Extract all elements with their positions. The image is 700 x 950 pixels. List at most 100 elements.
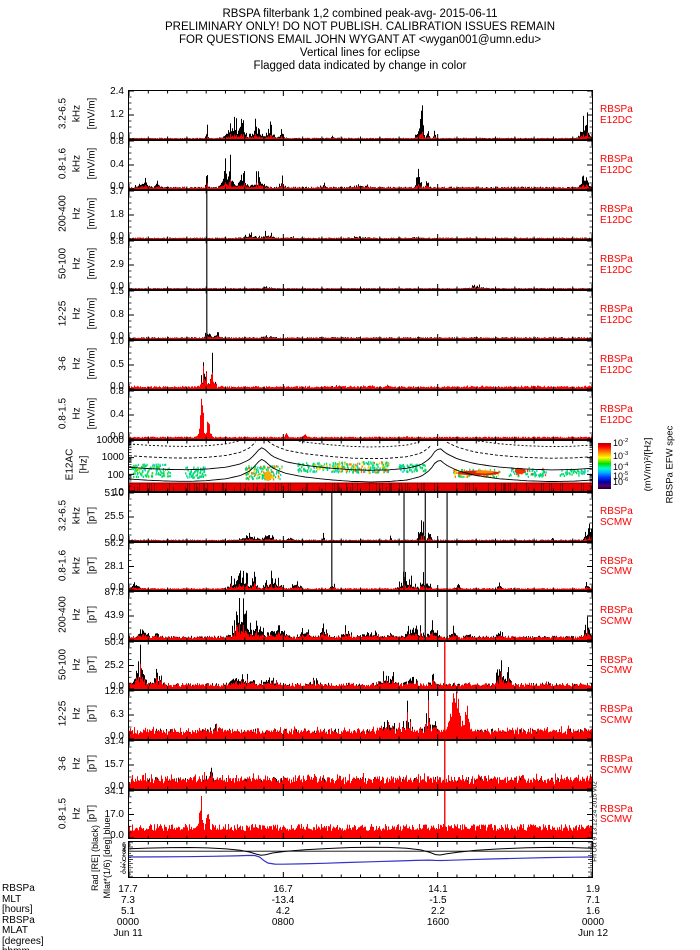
ytick-mid: 6.3 <box>110 709 124 720</box>
spacecraft-label: RBSPa <box>600 154 633 165</box>
ytick-zero: 0.0 <box>110 331 124 342</box>
spacecraft-label: RBSPa <box>600 304 633 315</box>
ytick-mid: 28.1 <box>104 560 124 572</box>
ytick-zero: 0.0 <box>110 381 124 392</box>
spacecraft-label: RBSPa <box>600 404 633 415</box>
panel-series-0.8-1.6 <box>128 140 593 190</box>
channel-label: E12DC <box>600 164 633 176</box>
panel-ephemeris <box>128 841 593 878</box>
panel-series-200-400 <box>128 190 593 240</box>
instrument-label: RBSPa E12DC <box>600 404 633 426</box>
instrument-label: RBSPa SCMW <box>600 605 633 627</box>
channel-label: SCMW <box>600 665 632 676</box>
ytick-mid: 0.8 <box>110 309 124 320</box>
ytick-max: 1.0 <box>110 336 124 347</box>
xaxis-column: 17.7 7.3 5.1 0000 Jun 11 <box>88 884 168 939</box>
colorbar-tick-label: 10-3 <box>613 450 629 461</box>
panel-series-50-100 <box>128 641 593 690</box>
ytick-mid: 15.7 <box>104 759 124 770</box>
spacecraft-label: RBSPa <box>600 704 633 715</box>
ytick-max: 31.4 <box>104 736 124 747</box>
ytick-log: 1000 <box>101 452 124 464</box>
panel-series-3.2-6.5 <box>128 90 593 140</box>
series-peak-trace <box>129 570 592 590</box>
panel-series-3.2-6.5 <box>128 492 593 542</box>
xaxis-value: 5.1 <box>121 906 135 917</box>
channel-label: SCMW <box>600 615 632 627</box>
ytick-mid: 17.0 <box>104 808 124 820</box>
ephemeris-ytick: 3 <box>122 848 126 856</box>
series-avg-trace <box>129 692 592 739</box>
ytick-mid: 0.5 <box>110 359 124 370</box>
colorbar-tick-label: 10-6 <box>613 476 629 487</box>
xaxis-row-label: [degrees] <box>2 935 44 947</box>
xaxis-column: 16.7 -13.4 4.2 0800 <box>243 884 323 928</box>
panel-series-3-6 <box>128 740 593 790</box>
ytick-mid: 43.9 <box>104 610 124 621</box>
ytick-log: 10000 <box>96 435 124 446</box>
series-avg-trace <box>129 772 592 789</box>
title-block: RBSPA filterbank 1,2 combined peak-avg- … <box>20 8 700 73</box>
instrument-label: RBSPa E12DC <box>600 104 633 126</box>
xaxis-value: 7.1 <box>586 895 600 906</box>
ytick-mid: 25.2 <box>104 659 124 671</box>
xaxis-row-label: MLT <box>2 893 22 905</box>
ytick-zero: 0.0 <box>110 731 124 742</box>
instrument-label: RBSPa SCMW <box>600 556 633 578</box>
series-avg-trace <box>129 796 592 838</box>
instrument-label: RBSPa E12DC <box>600 304 633 326</box>
ytick-zero: 0.0 <box>110 231 124 242</box>
xaxis-row-label: MLAT <box>2 925 28 936</box>
series-peak-trace <box>129 520 592 541</box>
ytick-max: 0.8 <box>110 386 124 397</box>
xaxis-date: Jun 11 <box>113 928 143 939</box>
ytick-log: 100 <box>107 469 124 481</box>
spectrogram-blob <box>264 471 272 481</box>
ephemeris-ytick: 0 <box>122 855 126 863</box>
fce-harmonic-curve <box>128 447 593 471</box>
ytick-max: 12.6 <box>104 686 124 697</box>
title-warning-1: PRELIMINARY ONLY! DO NOT PUBLISH. CALIBR… <box>164 21 556 33</box>
ytick-zero: 0.0 <box>110 533 124 544</box>
instrument-label: RBSPa SCMW <box>600 654 633 677</box>
ytick-max: 5.8 <box>110 236 124 247</box>
instrument-label: RBSPa E12DC <box>600 204 633 226</box>
figure-title: RBSPA filterbank 1,2 combined peak-avg- … <box>222 8 498 20</box>
series-peak-trace <box>129 105 592 139</box>
ytick-zero: 0.0 <box>110 681 124 692</box>
channel-label: SCMW <box>600 516 632 528</box>
ephemeris-ytick: 2 <box>122 851 126 859</box>
panel-series-0.8-1.5 <box>128 790 593 839</box>
xaxis-value: 1.9 <box>586 884 600 895</box>
ytick-log: 10 <box>112 487 124 498</box>
spacecraft-label: RBSPa <box>600 605 633 616</box>
instrument-label: RBSPa E12DC <box>600 154 633 176</box>
spacecraft-label: RBSPa <box>600 654 633 666</box>
ephemeris-ytick: -6 <box>119 868 126 876</box>
band-range-label: 0.8-1.5 <box>57 797 69 829</box>
xaxis-column: 14.1 -1.5 2.2 1600 <box>398 884 478 928</box>
xaxis-row-label: RBSPa <box>2 883 35 894</box>
xaxis-date: Jun 12 <box>577 928 609 939</box>
xaxis-column: 1.9 7.1 1.6 0000 Jun 12 <box>553 884 633 939</box>
ephemeris-ytick: 4 <box>122 846 126 854</box>
panel-series-50-100 <box>128 240 593 290</box>
spacecraft-label: RBSPa <box>600 354 633 365</box>
ytick-max: 50.4 <box>104 637 124 648</box>
channel-label: E12DC <box>600 414 633 426</box>
instrument-label: RBSPa SCMW <box>600 704 633 726</box>
colorbar-tick-label: 10-4 <box>613 461 629 472</box>
xaxis-value: 7.3 <box>121 895 135 906</box>
ytick-mid: 0.4 <box>110 409 124 420</box>
ytick-max: 34.1 <box>104 786 124 797</box>
xaxis-value: 4.2 <box>276 906 290 917</box>
ytick-mid: 0.4 <box>110 159 124 170</box>
ytick-mid: 1.8 <box>110 209 124 220</box>
channel-label: SCMW <box>600 764 632 776</box>
ytick-zero: 0.0 <box>110 181 124 192</box>
panel-series-3-6 <box>128 340 593 390</box>
channel-label: E12DC <box>600 114 633 126</box>
channel-label: SCMW <box>600 814 632 825</box>
channel-label: SCMW <box>600 566 632 577</box>
